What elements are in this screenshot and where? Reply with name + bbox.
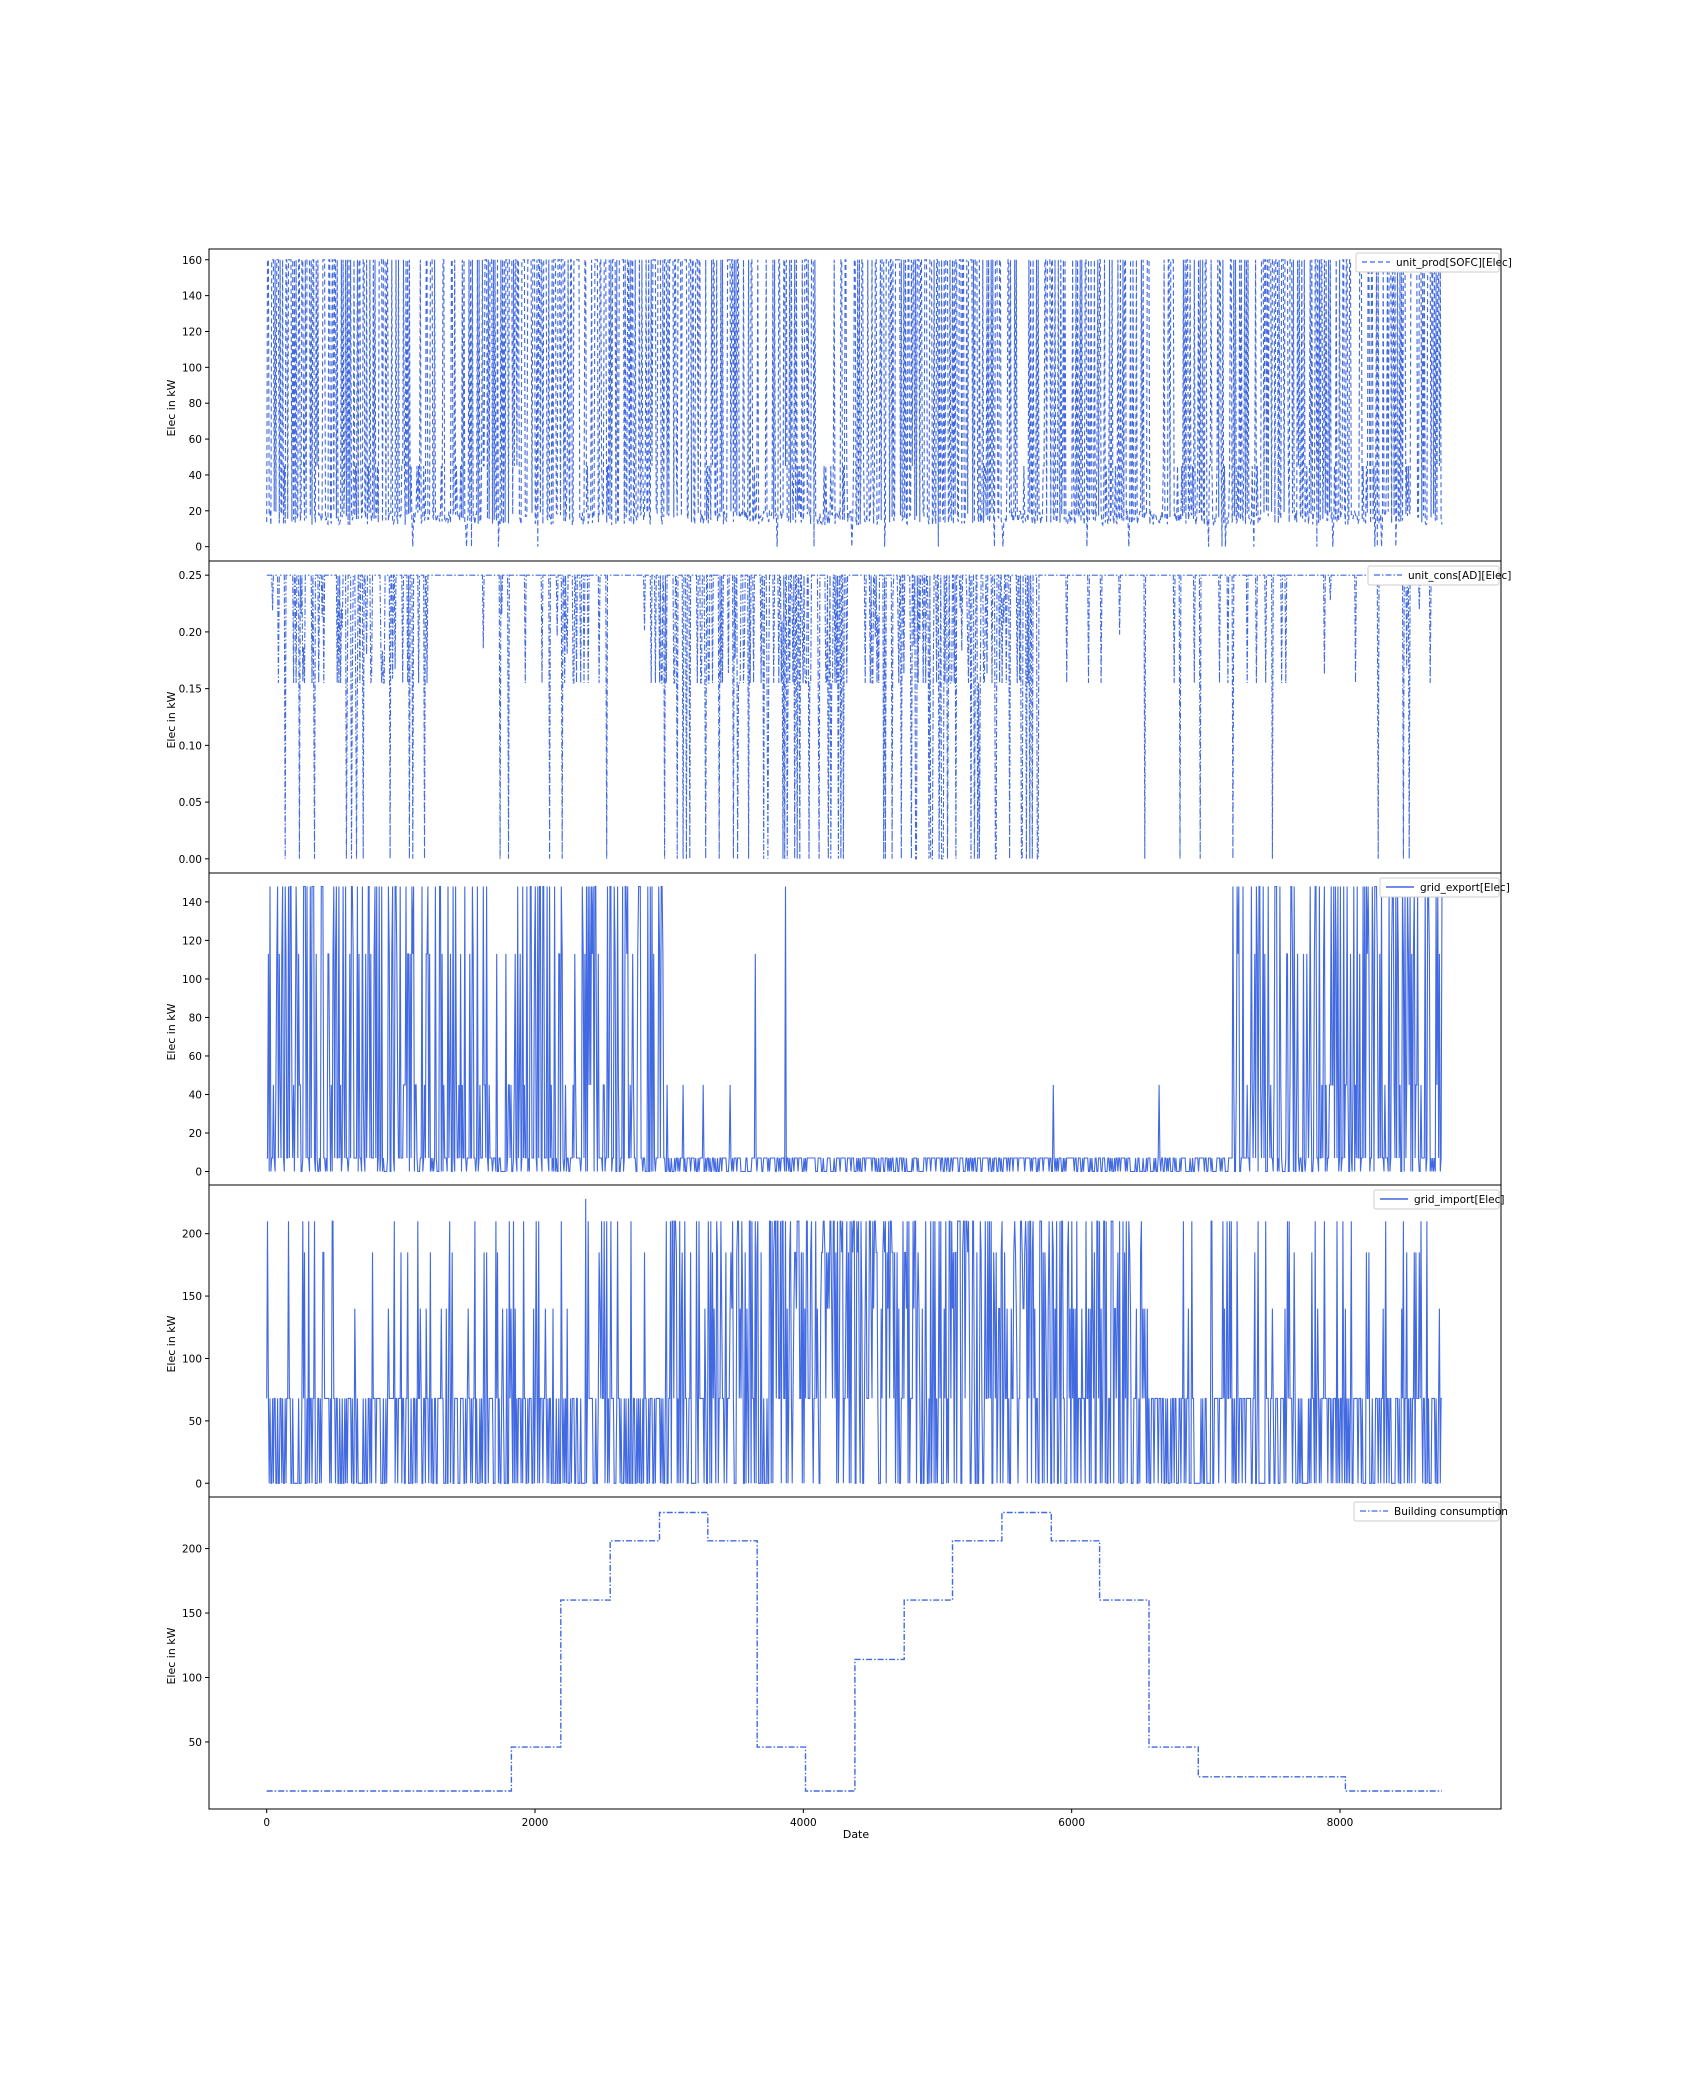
x-tick-label: 6000	[1058, 1817, 1085, 1829]
legend-box	[1355, 252, 1500, 273]
subplot-4-legend: grid_import[Elec]	[1373, 1189, 1504, 1210]
subplot-1-legend: unit_prod[SOFC][Elec]	[1355, 252, 1512, 273]
series-line	[266, 885, 1443, 1173]
subplot-2-legend: unit_cons[AD][Elec]	[1367, 565, 1511, 586]
subplot-5: Elec in kW Date Building consumption 50 1…	[165, 1496, 1508, 1841]
subplot-1-legend-label: unit_prod[SOFC][Elec]	[1396, 257, 1512, 269]
subplot-3-legend: grid_export[Elec]	[1379, 877, 1510, 898]
subplot-3-ylabel: Elec in kW	[165, 1003, 178, 1060]
subplot-4-legend-label: grid_import[Elec]	[1414, 1194, 1504, 1206]
y-tick-label: 0.10	[179, 740, 202, 752]
y-tick-label: 0	[195, 542, 202, 554]
x-tick-label: 4000	[790, 1817, 817, 1829]
y-tick-label: 40	[189, 1089, 202, 1101]
subplot-2-ylabel: Elec in kW	[165, 691, 178, 748]
y-tick-label: 100	[182, 362, 202, 374]
y-tick-label: 0.05	[179, 797, 202, 809]
y-tick-label: 50	[189, 1416, 202, 1428]
y-tick-label: 0	[195, 1167, 202, 1179]
y-tick-label: 150	[182, 1608, 202, 1620]
y-tick-label: 0.20	[179, 627, 202, 639]
subplot-1-ylabel: Elec in kW	[165, 379, 178, 436]
y-tick-label: 0.25	[179, 570, 202, 582]
y-tick-label: 100	[182, 1672, 202, 1684]
subplot-3: Elec in kW grid_export[Elec] 0 20 40 60 80 10…	[165, 872, 1510, 1186]
x-tick-label: 8000	[1327, 1817, 1354, 1829]
x-tick-label: 0	[263, 1817, 270, 1829]
subplot-5-plot-area	[266, 1511, 1442, 1792]
legend-box	[1379, 877, 1500, 898]
y-tick-label: 60	[189, 1051, 202, 1063]
subplot-4-ylabel: Elec in kW	[165, 1315, 178, 1372]
y-tick-label: 80	[189, 1012, 202, 1024]
y-tick-label: 40	[189, 470, 202, 482]
subplot-2-legend-label: unit_cons[AD][Elec]	[1408, 570, 1511, 582]
y-tick-label: 0	[195, 1478, 202, 1490]
y-tick-label: 200	[182, 1229, 202, 1241]
y-tick-label: 20	[189, 506, 202, 518]
subplot-4: Elec in kW grid_import[Elec] 0 50 100 150 20…	[165, 1184, 1504, 1498]
subplot-2: Elec in kW unit_cons[AD][Elec] 0.00 0.05 0…	[165, 560, 1511, 874]
subplot-5-ylabel: Elec in kW	[165, 1627, 178, 1684]
y-tick-label: 60	[189, 434, 202, 446]
y-tick-label: 140	[182, 291, 202, 303]
subplot-4-plot-area	[266, 1198, 1442, 1484]
y-tick-label: 20	[189, 1128, 202, 1140]
legend-box	[1367, 565, 1500, 586]
series-line	[266, 1511, 1442, 1792]
series-line	[266, 574, 1442, 860]
legend-box	[1373, 1189, 1500, 1210]
y-tick-label: 140	[182, 897, 202, 909]
y-tick-label: 120	[182, 935, 202, 947]
y-tick-label: 150	[182, 1291, 202, 1303]
x-tick-label: 2000	[522, 1817, 549, 1829]
series-line	[266, 1198, 1442, 1484]
subplot-2-plot-area	[266, 574, 1442, 860]
axes-frame	[208, 1496, 1502, 1810]
y-tick-label: 0.15	[179, 684, 202, 696]
y-tick-label: 160	[182, 255, 202, 267]
subplot-5-xlabel: Date	[843, 1828, 870, 1841]
series-line	[266, 259, 1443, 547]
y-tick-label: 120	[182, 326, 202, 338]
subplot-3-legend-label: grid_export[Elec]	[1420, 882, 1510, 894]
subplot-5-legend: Building consumption	[1353, 1501, 1508, 1522]
y-tick-label: 100	[182, 974, 202, 986]
y-tick-label: 50	[189, 1737, 202, 1749]
y-tick-label: 0.00	[179, 854, 202, 866]
subplot-5-legend-label: Building consumption	[1394, 1506, 1508, 1518]
subplot-1-plot-area	[266, 259, 1443, 547]
legend-box	[1353, 1501, 1500, 1522]
y-tick-label: 100	[182, 1353, 202, 1365]
y-tick-label: 200	[182, 1544, 202, 1556]
subplot-3-plot-area	[266, 885, 1443, 1173]
y-tick-label: 80	[189, 398, 202, 410]
